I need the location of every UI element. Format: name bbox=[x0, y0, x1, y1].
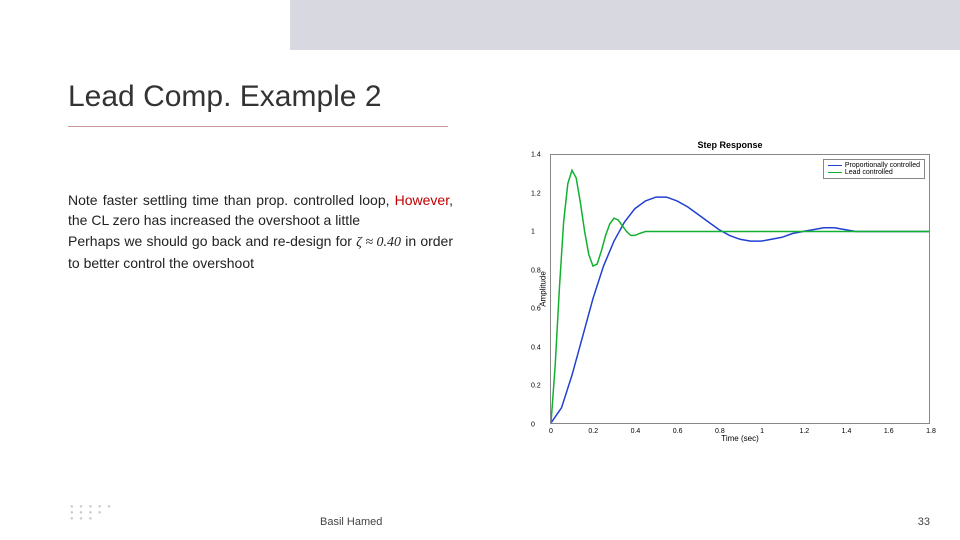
plot-area: Amplitude Time (sec) 00.20.40.60.811.21.… bbox=[550, 154, 930, 424]
chart-title: Step Response bbox=[520, 140, 940, 150]
chart-lines bbox=[551, 155, 929, 423]
footer-author: Basil Hamed bbox=[320, 516, 382, 528]
however-word: However bbox=[395, 192, 449, 208]
y-axis-label: Amplitude bbox=[538, 271, 547, 307]
zeta-expression: ζ ≈ 0.40 bbox=[356, 233, 401, 253]
x-axis-label: Time (sec) bbox=[721, 434, 758, 443]
para2a: Perhaps we should go back and re-design … bbox=[68, 233, 356, 249]
header-decoration bbox=[290, 0, 960, 50]
footer-page-number: 33 bbox=[918, 516, 930, 528]
para1a: Note faster settling time than prop. con… bbox=[68, 192, 395, 208]
step-response-chart: Step Response Amplitude Time (sec) 00.20… bbox=[520, 140, 940, 450]
footer-decoration: ● ● ● ● ●● ● ● ●● ● ● bbox=[70, 504, 113, 522]
slide-title: Lead Comp. Example 2 bbox=[68, 80, 448, 127]
body-text: Note faster settling time than prop. con… bbox=[68, 190, 453, 273]
chart-legend: Proportionally controlledLead controlled bbox=[823, 159, 925, 179]
